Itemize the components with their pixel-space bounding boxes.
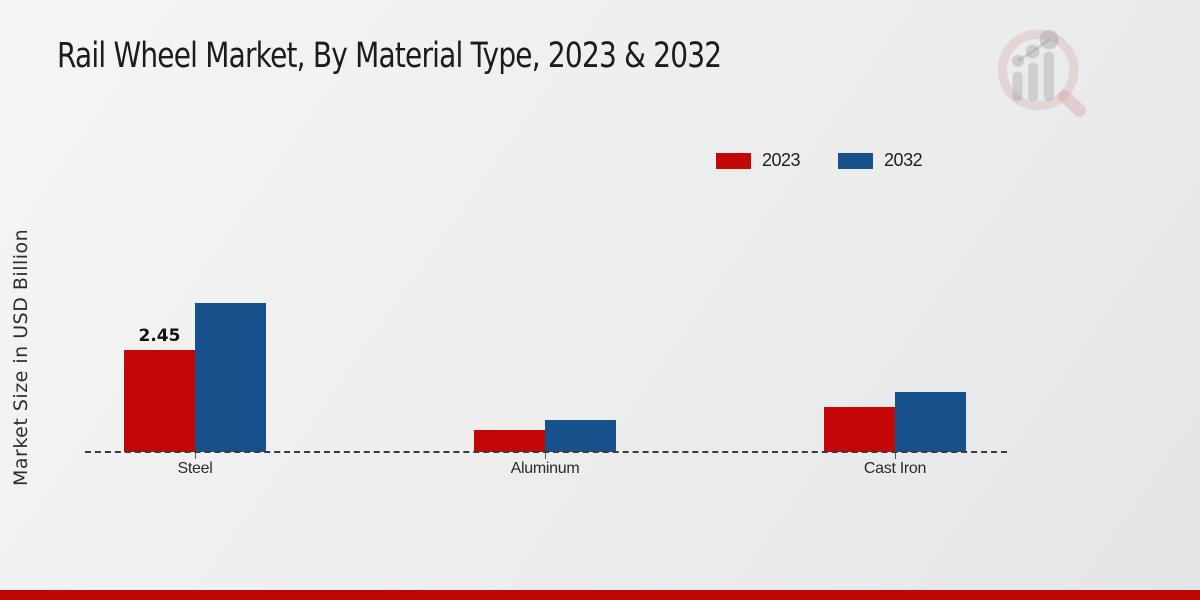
bar-2032-steel [195,303,266,452]
x-axis-label-aluminum: Aluminum [510,460,580,477]
legend-swatch-2023 [716,152,751,169]
x-axis-tick-cast-iron [895,453,896,459]
footer-accent-bar [0,590,1200,600]
legend-label-2032: 2032 [884,150,923,170]
bar-2023-cast-iron [824,407,895,452]
bar-2032-cast-iron [895,392,966,452]
x-axis-tick-steel [195,453,196,459]
bar-2032-aluminum [545,420,616,452]
legend-label-2023: 2023 [762,150,801,170]
x-axis-baseline [85,451,1007,453]
x-axis-tick-aluminum [545,453,546,459]
magnifier-bar-chart-watermark-icon [997,29,1086,117]
bar-2023-aluminum [474,430,545,452]
chart-title: Rail Wheel Market, By Material Type, 202… [57,36,722,76]
bar-2023-steel [124,350,195,452]
legend-swatch-2032 [838,152,874,169]
bar-value-label-2023-steel: 2.45 [138,326,181,346]
x-axis-label-cast-iron: Cast Iron [863,460,927,477]
x-axis-label-steel: Steel [177,460,213,477]
legend-item-2032: 2032 [838,150,923,171]
legend-item-2023: 2023 [716,150,801,171]
chart-legend: 2023 2032 [716,150,923,171]
